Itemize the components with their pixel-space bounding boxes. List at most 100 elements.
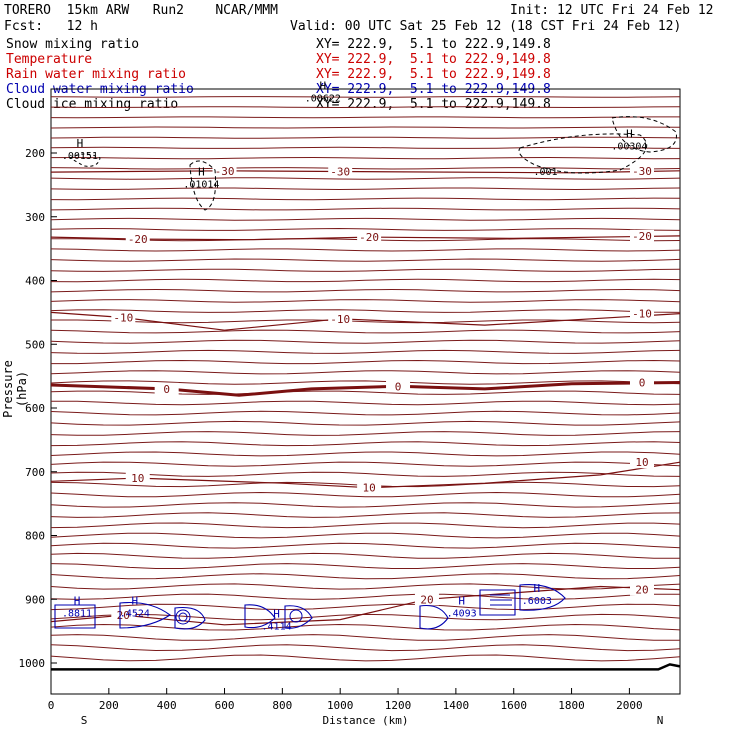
isotherm-line bbox=[50, 420, 681, 426]
x-tick-label: 400 bbox=[157, 699, 177, 712]
contour-label: 10 bbox=[362, 482, 375, 495]
y-tick-label: 500 bbox=[25, 338, 45, 351]
contour-label-bg bbox=[386, 380, 411, 393]
isotherm-line bbox=[50, 471, 681, 477]
legend-temperature-range: XY= 222.9, 5.1 to 222.9,149.8 bbox=[316, 52, 551, 67]
x-tick-label: 800 bbox=[272, 699, 292, 712]
maximum-marker: H bbox=[534, 582, 541, 595]
isotherm-line bbox=[50, 634, 680, 641]
contour-label-bg bbox=[328, 165, 353, 178]
contour-label: -10 bbox=[113, 311, 133, 324]
isotherm-line bbox=[50, 573, 681, 580]
maximum-marker: H bbox=[458, 595, 465, 608]
isotherm-line bbox=[50, 563, 681, 569]
contour-label: -20 bbox=[128, 233, 148, 246]
isotherm-line bbox=[51, 359, 681, 365]
legend-rain-range: XY= 222.9, 5.1 to 222.9,149.8 bbox=[316, 67, 551, 82]
contour-label: 0 bbox=[163, 383, 170, 396]
isotherm-line bbox=[50, 532, 681, 539]
temperature-contour--10 bbox=[50, 311, 681, 331]
contour-label: 0 bbox=[395, 380, 402, 393]
x-tick-label: 2000 bbox=[616, 699, 643, 712]
contour-label-bg bbox=[630, 307, 654, 320]
legend-snow-range: XY= 222.9, 5.1 to 222.9,149.8 bbox=[316, 37, 551, 52]
contour-label: -30 bbox=[632, 165, 652, 178]
contour-label: -30 bbox=[215, 165, 235, 178]
isotherm-line bbox=[50, 390, 681, 395]
legend-rain-name: Rain water mixing ratio bbox=[6, 67, 187, 82]
x-tick-label: 1600 bbox=[500, 699, 527, 712]
isotherm-line bbox=[50, 136, 681, 139]
contour-label-bg bbox=[125, 472, 150, 485]
maximum-value: .00622 bbox=[305, 94, 341, 105]
maximum-value: .00151 bbox=[62, 151, 98, 162]
isotherm-line bbox=[50, 106, 681, 109]
isotherm-line bbox=[51, 319, 681, 324]
cloud-ice-contour bbox=[189, 160, 216, 211]
maximum-value: .4093 bbox=[447, 609, 477, 620]
isotherm-line bbox=[50, 370, 681, 375]
isotherm-line bbox=[50, 441, 681, 447]
legend-temperature-name: Temperature bbox=[6, 52, 93, 67]
y-tick-label: 1000 bbox=[19, 657, 46, 670]
isotherm-line bbox=[50, 400, 681, 406]
y-tick-label: 800 bbox=[25, 530, 45, 543]
contour-label-bg bbox=[630, 376, 654, 389]
isotherm-line bbox=[50, 491, 681, 498]
cloud-ice-contour bbox=[68, 153, 101, 167]
cloud-water-contour bbox=[119, 601, 171, 629]
y-tick-label: 400 bbox=[25, 275, 45, 288]
cloud-water-contour bbox=[284, 605, 313, 629]
contour-label-bg bbox=[111, 311, 136, 324]
terrain-line bbox=[51, 663, 681, 671]
x-tick-label: 0 bbox=[48, 699, 55, 712]
isotherm-line bbox=[50, 217, 681, 221]
legend-snow-name: Snow mixing ratio bbox=[6, 37, 140, 52]
maximum-marker: H bbox=[132, 595, 139, 608]
isotherm-line bbox=[50, 126, 681, 129]
legend-cloud-ice-name: Cloud ice mixing ratio bbox=[6, 97, 179, 112]
y-tick-label: 600 bbox=[25, 402, 45, 415]
cloud-water-contour bbox=[178, 612, 188, 622]
maximum-marker: H bbox=[320, 80, 327, 93]
endpoint-right-label: N bbox=[657, 714, 664, 727]
isotherm-line bbox=[50, 410, 681, 416]
contour-label: 20 bbox=[635, 584, 648, 597]
isotherm-line bbox=[50, 349, 681, 354]
isotherm-line bbox=[50, 512, 681, 518]
isotherm-line bbox=[50, 116, 680, 119]
temperature-contour--30 bbox=[50, 170, 681, 174]
contour-label: 10 bbox=[635, 456, 648, 469]
maximum-marker: H bbox=[273, 607, 280, 620]
contour-label: -10 bbox=[330, 313, 350, 326]
contour-label-bg bbox=[630, 164, 654, 177]
temperature-contour-20 bbox=[50, 585, 681, 626]
maximum-value: .01014 bbox=[183, 180, 219, 191]
isotherm-line bbox=[50, 146, 681, 149]
y-tick-label: 900 bbox=[25, 593, 45, 606]
cloud-water-contour bbox=[490, 594, 512, 606]
x-axis-label: Distance (km) bbox=[322, 714, 408, 727]
isotherm-line bbox=[50, 299, 681, 303]
isotherm-line bbox=[50, 542, 681, 549]
isotherm-line bbox=[50, 522, 681, 529]
maximum-marker: H bbox=[74, 595, 81, 608]
temperature-contour-0 bbox=[50, 381, 681, 397]
cloud-water-contour bbox=[419, 604, 449, 630]
endpoint-left-label: S bbox=[81, 714, 88, 727]
cloud-water-contour bbox=[174, 606, 206, 630]
contour-label: -20 bbox=[632, 230, 652, 243]
isotherm-line bbox=[50, 248, 681, 252]
isotherm-line bbox=[50, 603, 681, 611]
maximum-marker: H bbox=[198, 166, 205, 179]
cloud-water-contour bbox=[54, 604, 96, 629]
isotherm-line bbox=[50, 654, 681, 662]
maximum-value: .00304 bbox=[611, 141, 647, 152]
contour-label: 10 bbox=[131, 472, 144, 485]
isotherm-line bbox=[50, 339, 681, 344]
x-tick-label: 600 bbox=[215, 699, 235, 712]
x-tick-label: 1000 bbox=[327, 699, 354, 712]
isotherm-line bbox=[50, 329, 681, 334]
